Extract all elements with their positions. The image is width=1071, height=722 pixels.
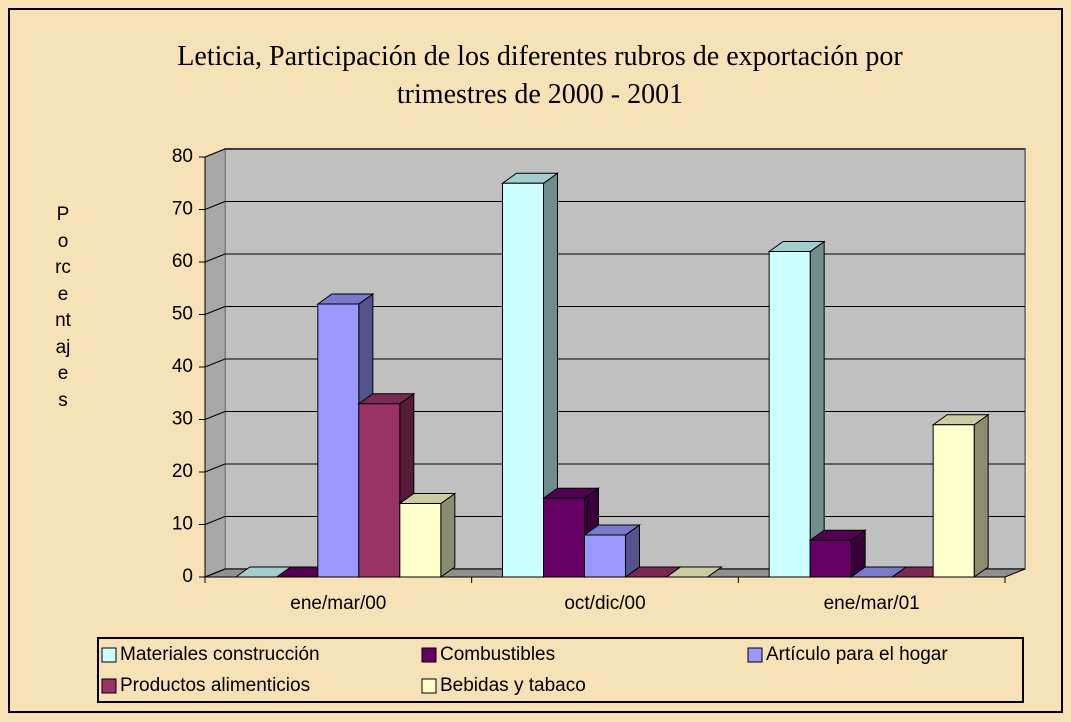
bar xyxy=(767,240,826,578)
bar xyxy=(808,529,867,578)
grid-line xyxy=(204,411,226,420)
grid-line xyxy=(204,463,226,473)
y-axis-label: Porcentajes xyxy=(55,204,71,411)
x-tick-label: ene/mar/00 xyxy=(290,593,386,614)
bar xyxy=(664,566,724,578)
y-tick-label: 0 xyxy=(182,566,193,587)
grid-line xyxy=(204,568,226,578)
grid-line xyxy=(204,148,226,158)
legend-label: Artículo para el hogar xyxy=(766,644,948,665)
bar-side xyxy=(809,240,825,578)
bar-front xyxy=(809,539,852,578)
legend-swatch xyxy=(101,678,117,694)
y-tick-label: 10 xyxy=(172,514,193,535)
frame xyxy=(8,8,1063,713)
grid-line xyxy=(204,516,226,525)
x-tick-label: oct/dic/00 xyxy=(564,593,645,614)
bar xyxy=(931,413,990,578)
x-tick-label: ene/mar/01 xyxy=(824,593,920,614)
legend-box xyxy=(97,637,1024,703)
bar-front xyxy=(543,497,585,578)
bar-front xyxy=(768,251,811,578)
y-tick-label: 20 xyxy=(172,461,193,482)
legend-label: Materiales construcción xyxy=(120,644,320,665)
bar-side xyxy=(440,492,456,578)
bar-front xyxy=(502,182,544,578)
y-tick-label: 80 xyxy=(172,146,193,167)
legend-label: Productos alimenticios xyxy=(120,675,310,696)
grid-line xyxy=(204,306,226,315)
y-tick-label: 50 xyxy=(172,304,193,325)
bar-side xyxy=(973,413,989,578)
legend-label: Combustibles xyxy=(440,644,555,665)
y-tick-label: 70 xyxy=(172,199,193,220)
bar-front xyxy=(358,403,401,578)
bar xyxy=(398,492,457,578)
chart-title: Leticia, Participación de los diferentes… xyxy=(177,41,903,110)
legend-swatch xyxy=(421,647,437,663)
grid-line xyxy=(204,201,226,210)
legend-swatch xyxy=(101,647,117,663)
grid-line xyxy=(204,358,226,368)
legend-swatch xyxy=(747,647,763,663)
bar-front xyxy=(584,534,626,578)
bar-front xyxy=(399,503,442,578)
bar-front xyxy=(317,303,360,578)
legend-label: Bebidas y tabaco xyxy=(440,675,586,696)
grid-line xyxy=(204,253,226,263)
y-tick-label: 30 xyxy=(172,409,193,430)
y-tick-label: 60 xyxy=(172,251,193,272)
bar-front xyxy=(932,424,975,578)
legend-swatch xyxy=(421,678,437,694)
bar xyxy=(582,524,642,578)
y-tick-label: 40 xyxy=(172,356,193,377)
